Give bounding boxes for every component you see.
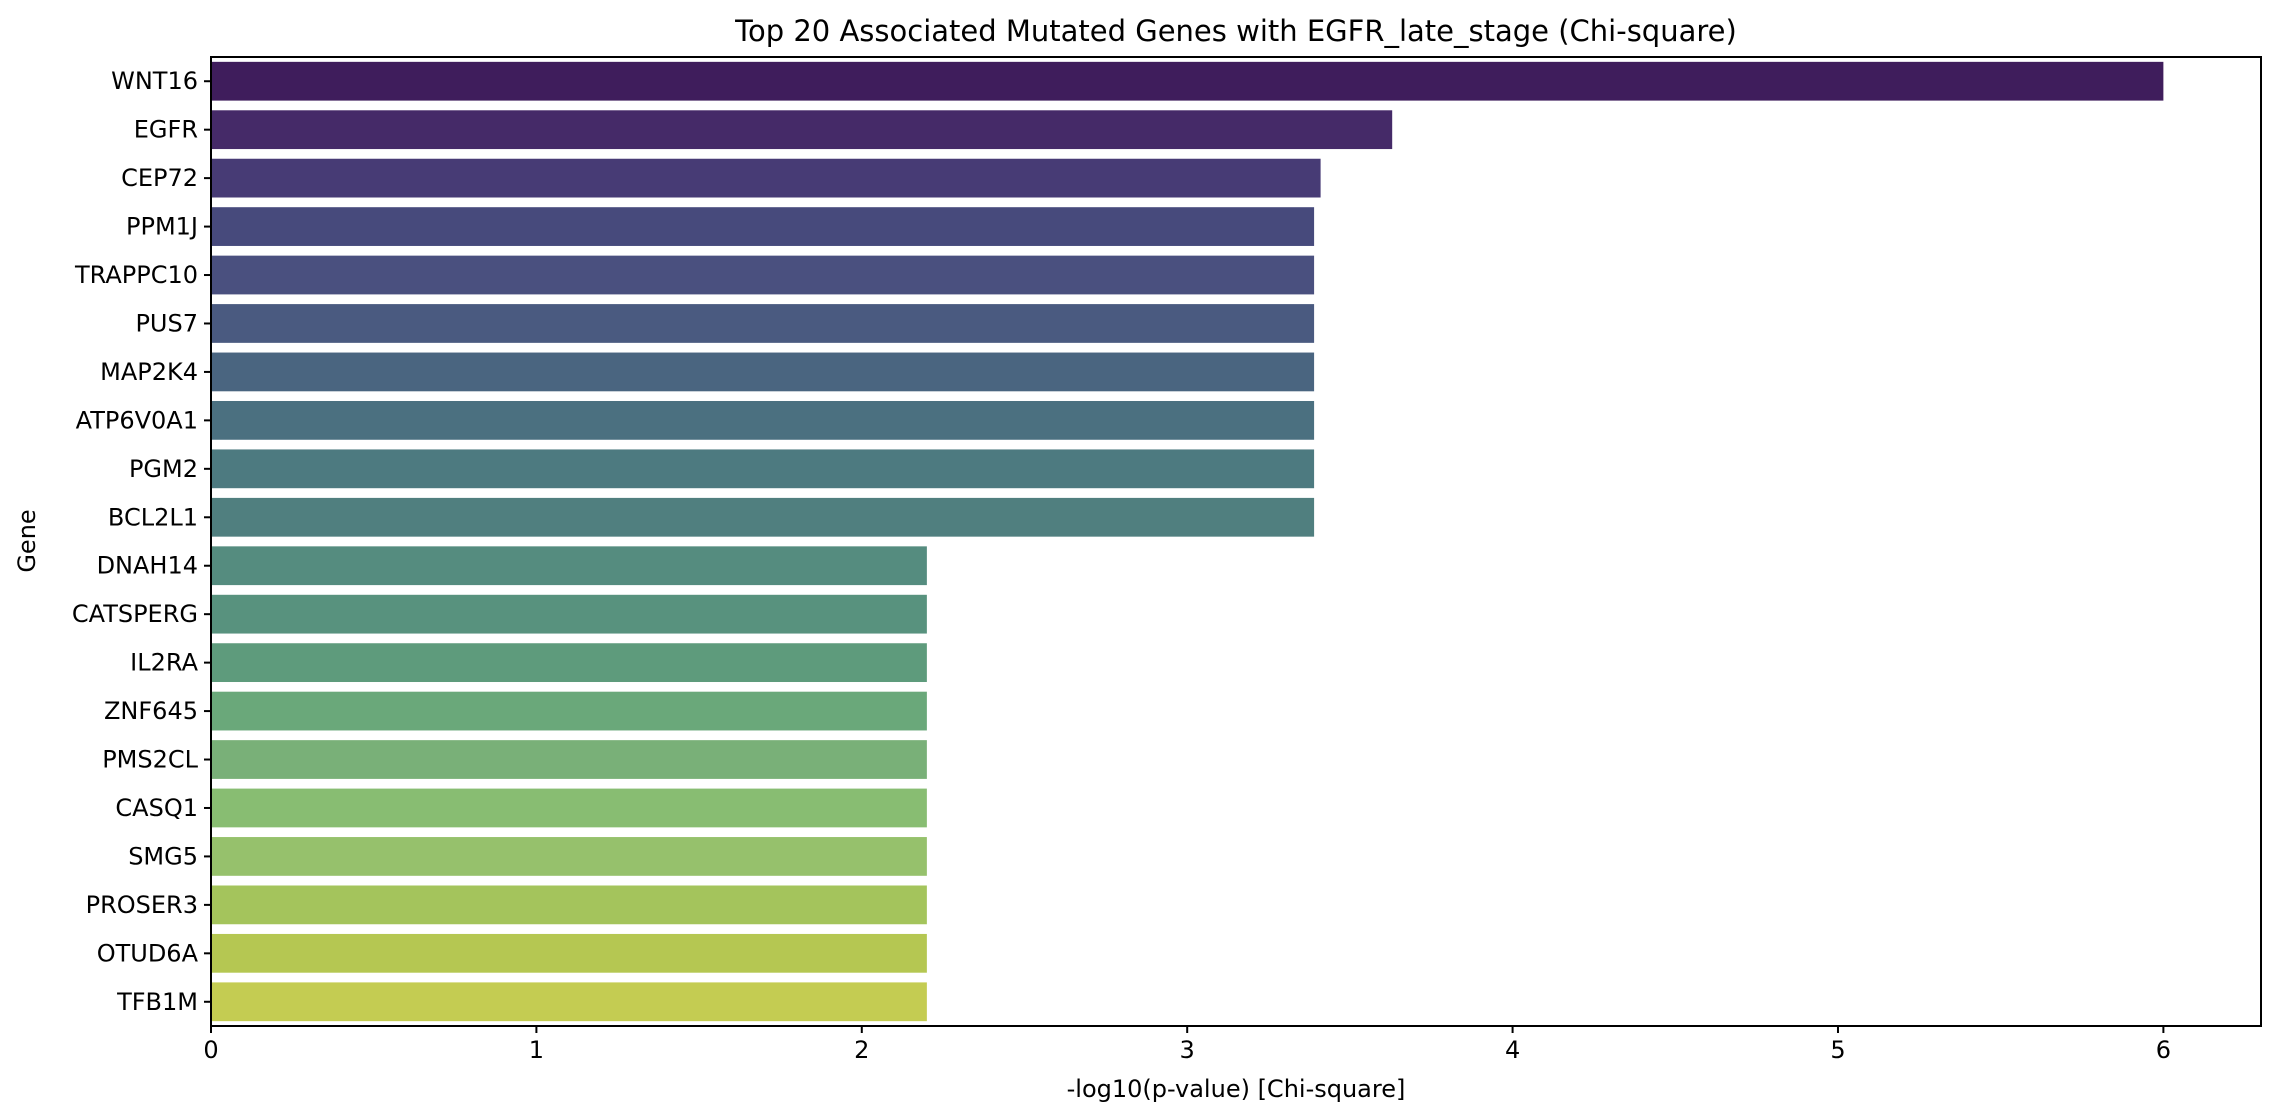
y-tick-label: CATSPERG [72, 600, 198, 628]
bar-cep72 [211, 158, 1321, 198]
bar-catsperg [211, 594, 927, 634]
y-tick-label: IL2RA [130, 649, 198, 677]
x-tick-label: 6 [2156, 1036, 2171, 1064]
x-axis-ticks: 0 1 2 3 4 5 6 [203, 1026, 2171, 1064]
bar-atp6v0a1 [211, 400, 1315, 440]
y-tick-label: CEP72 [121, 164, 198, 192]
y-tick-label: BCL2L1 [108, 503, 198, 531]
y-tick-label: ATP6V0A1 [76, 406, 198, 434]
y-axis-ticks: WNT16 EGFR CEP72 PPM1J TRAPPC10 PUS7 MAP2K4 ATP… [72, 67, 211, 1016]
bar-pus7 [211, 304, 1315, 343]
bars-group [211, 61, 2164, 1022]
bar-bcl2l1 [211, 497, 1315, 537]
bar-proser3 [211, 885, 927, 925]
x-tick-label: 3 [1180, 1036, 1195, 1064]
y-tick-label: PUS7 [135, 309, 198, 337]
y-tick-label: PPM1J [126, 213, 198, 241]
y-tick-label: CASQ1 [115, 794, 198, 822]
x-tick-label: 5 [1830, 1036, 1845, 1064]
bar-map2k4 [211, 352, 1315, 392]
bar-trappc10 [211, 255, 1315, 295]
bar-casq1 [211, 788, 927, 828]
y-tick-label: TFB1M [116, 988, 198, 1016]
bar-dnah14 [211, 546, 927, 586]
y-axis-label: Gene [13, 509, 41, 572]
bar-wnt16 [211, 61, 2164, 101]
chart-title: Top 20 Associated Mutated Genes with EGF… [734, 14, 1737, 48]
bar-tfb1m [211, 982, 927, 1022]
x-tick-label: 4 [1505, 1036, 1520, 1064]
bar-znf645 [211, 691, 927, 731]
y-tick-label: TRAPPC10 [74, 261, 198, 289]
y-tick-label: PROSER3 [86, 891, 198, 919]
y-tick-label: ZNF645 [104, 697, 198, 725]
y-tick-label: PGM2 [129, 455, 198, 483]
bar-otud6a [211, 933, 927, 973]
y-tick-label: DNAH14 [97, 552, 198, 580]
y-tick-label: EGFR [134, 116, 198, 144]
bar-smg5 [211, 837, 927, 876]
y-tick-label: SMG5 [128, 842, 198, 870]
bar-ppm1j [211, 207, 1315, 246]
bar-il2ra [211, 643, 927, 683]
bar-pgm2 [211, 449, 1315, 489]
y-tick-label: OTUD6A [97, 939, 199, 967]
plot-frame [210, 56, 2262, 1027]
y-tick-label: MAP2K4 [100, 358, 198, 386]
x-axis-label: -log10(p-value) [Chi-square] [1067, 1075, 1406, 1103]
x-tick-label: 1 [529, 1036, 544, 1064]
bar-pms2cl [211, 740, 927, 779]
y-tick-label: WNT16 [111, 67, 198, 95]
x-tick-label: 2 [854, 1036, 869, 1064]
bar-egfr [211, 110, 1393, 150]
y-tick-label: PMS2CL [102, 746, 198, 774]
x-tick-label: 0 [203, 1036, 218, 1064]
